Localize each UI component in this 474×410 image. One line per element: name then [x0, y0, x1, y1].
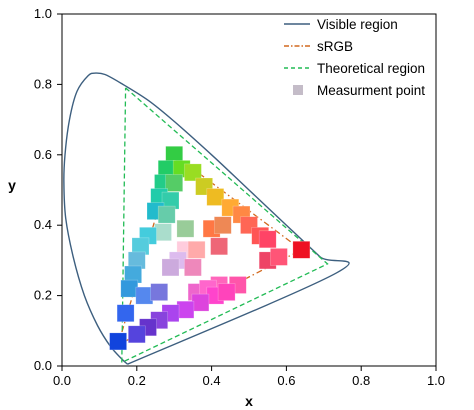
measurement-point: [206, 188, 225, 206]
legend: Visible region sRGB Theoretical region Meas…: [284, 17, 425, 98]
legend-label: Measurment point: [317, 83, 425, 98]
measurement-point: [176, 219, 195, 238]
measurement-point: [214, 216, 232, 234]
measurement-point: [128, 325, 146, 344]
measurement-point: [210, 237, 228, 256]
legend-label: sRGB: [317, 39, 353, 54]
legend-swatch: [293, 85, 303, 95]
y-tick-label: 1.0: [34, 6, 52, 21]
series-layer: [63, 72, 350, 365]
legend-label: Visible region: [317, 17, 398, 32]
plot-frame: [61, 13, 437, 367]
visible-region-curve: [63, 72, 350, 365]
x-tick-label: 0.2: [128, 373, 146, 388]
measurement-point: [154, 223, 172, 241]
measurement-point: [120, 279, 139, 298]
x-tick-label: 0.4: [203, 373, 221, 388]
measurement-point: [161, 258, 180, 277]
theoretical-region-triangle: [121, 87, 329, 364]
y-tick-label: 0.0: [34, 358, 52, 373]
y-tick-label: 0.8: [34, 76, 52, 91]
marker-layer: [109, 146, 311, 351]
x-tick-label: 0.8: [352, 373, 370, 388]
measurement-point: [150, 283, 168, 301]
measurement-point: [157, 205, 176, 224]
y-tick-label: 0.6: [34, 147, 52, 162]
measurement-point: [191, 293, 210, 312]
measurement-point: [176, 300, 195, 319]
measurement-point: [165, 174, 183, 192]
measurement-point: [116, 304, 135, 323]
y-tick-label: 0.4: [34, 217, 52, 232]
measurement-point: [187, 241, 206, 259]
y-tick-label: 0.2: [34, 288, 52, 303]
measurement-point: [135, 286, 154, 305]
measurement-point: [184, 163, 202, 182]
measurement-point: [258, 230, 277, 249]
x-tick-label: 1.0: [427, 373, 445, 388]
measurement-point: [270, 248, 288, 266]
x-tick-label: 0.6: [277, 373, 295, 388]
x-tick-label: 0.0: [53, 373, 71, 388]
y-axis-label: y: [8, 177, 16, 193]
measurement-point: [184, 258, 202, 277]
legend-label: Theoretical region: [317, 61, 425, 76]
y-axis: 0.0 0.2 0.4 0.6 0.8 1.0: [34, 6, 62, 373]
measurement-point: [217, 283, 236, 301]
measurement-point: [109, 332, 127, 351]
measurement-point: [292, 241, 311, 259]
x-axis-label: x: [245, 393, 253, 409]
x-axis: 0.0 0.2 0.4 0.6 0.8 1.0: [53, 366, 445, 388]
